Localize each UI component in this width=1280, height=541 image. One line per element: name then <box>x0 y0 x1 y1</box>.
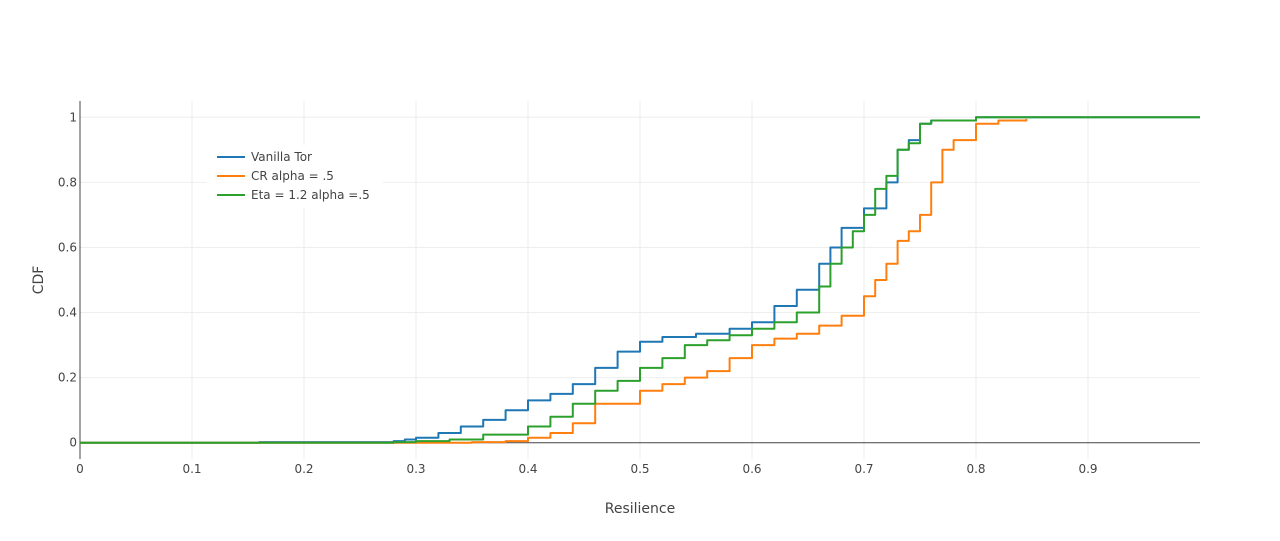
y-tick-label: 0.2 <box>58 371 77 385</box>
legend-item[interactable]: Eta = 1.2 alpha =.5 <box>217 188 370 202</box>
series-line-2 <box>80 118 1028 444</box>
y-tick-label: 1 <box>69 110 77 124</box>
legend-item[interactable]: CR alpha = .5 <box>217 169 334 183</box>
x-tick-label: 0.6 <box>742 462 761 476</box>
x-tick-label: 0 <box>76 462 84 476</box>
x-tick-label: 0.9 <box>1078 462 1097 476</box>
y-tick-label: 0 <box>69 436 77 450</box>
x-tick-label: 0.3 <box>406 462 425 476</box>
series-lines <box>80 116 1200 444</box>
x-tick-label: 0.1 <box>182 462 201 476</box>
y-tick-label: 0.8 <box>58 175 77 189</box>
legend[interactable]: Vanilla Tor CR alpha = .5 Eta = 1.2 alpha … <box>207 145 383 208</box>
legend-label: CR alpha = .5 <box>251 169 334 183</box>
x-tick-label: 0.8 <box>966 462 985 476</box>
x-tick-label: 0.4 <box>518 462 537 476</box>
y-tick-label: 0.6 <box>58 240 77 254</box>
y-tick-label: 0.4 <box>58 306 77 320</box>
series-line-3 <box>80 116 1200 444</box>
legend-item[interactable]: Vanilla Tor <box>217 150 312 164</box>
y-axis-title: CDF <box>31 266 47 295</box>
x-tick-label: 0.2 <box>294 462 313 476</box>
series-line-1 <box>80 116 1200 444</box>
tick-labels: 0 0.1 0.2 0.3 0.4 0.5 0.6 0.7 0.8 0.9 0 0.2 0.4 0.6 0.… <box>58 110 1098 476</box>
x-tick-label: 0.5 <box>630 462 649 476</box>
legend-label: Eta = 1.2 alpha =.5 <box>251 188 370 202</box>
legend-label: Vanilla Tor <box>251 150 312 164</box>
x-tick-label: 0.7 <box>854 462 873 476</box>
x-axis-title: Resilience <box>605 501 675 517</box>
